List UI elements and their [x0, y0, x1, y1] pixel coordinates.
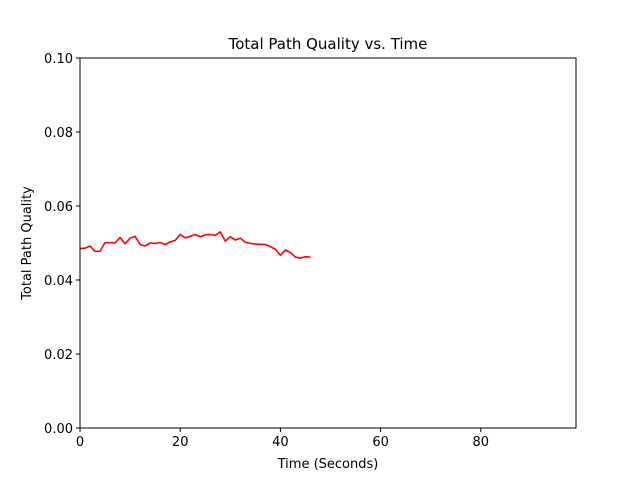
chart-title: Total Path Quality vs. Time [228, 35, 428, 53]
y-tick-label: 0.06 [44, 200, 73, 215]
y-tick-label: 0.04 [44, 274, 73, 289]
y-tick-label: 0.02 [44, 348, 73, 363]
x-axis: 0 20 40 60 80 [76, 428, 489, 450]
x-tick-label: 60 [372, 435, 389, 450]
x-tick-label: 20 [172, 435, 189, 450]
plot-area [79, 231, 311, 259]
series-line [79, 231, 311, 259]
x-axis-label: Time (Seconds) [277, 457, 379, 472]
y-axis: 0.00 0.02 0.04 0.06 0.08 0.10 [44, 52, 80, 437]
x-tick-label: 0 [76, 435, 84, 450]
y-tick-label: 0.00 [44, 422, 73, 437]
x-tick-label: 80 [473, 435, 490, 450]
plot-frame [79, 57, 577, 429]
x-tick-label: 40 [272, 435, 289, 450]
y-axis-label: Total Path Quality [20, 186, 35, 301]
y-tick-label: 0.08 [44, 126, 73, 141]
y-tick-label: 0.10 [44, 52, 73, 67]
